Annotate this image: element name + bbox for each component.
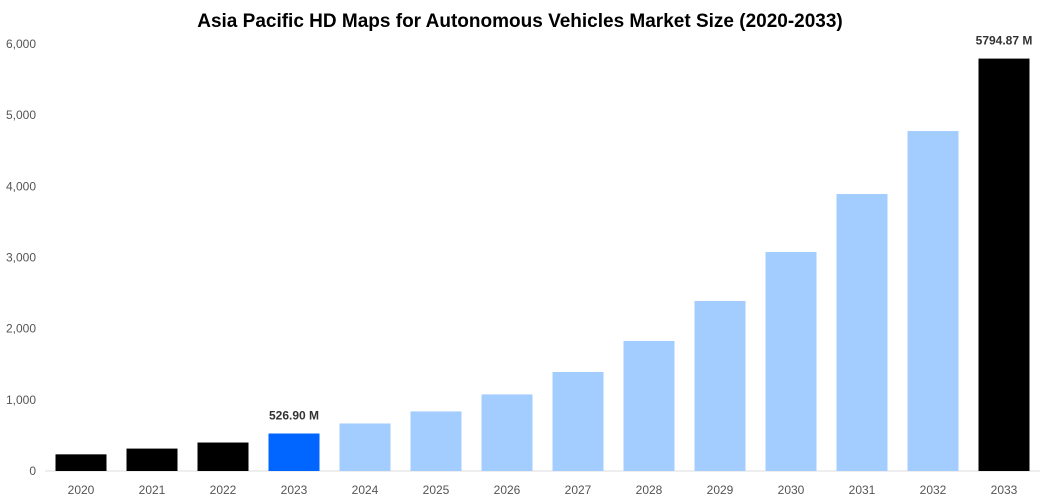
x-tick-label: 2022 bbox=[210, 483, 237, 497]
bar-2027 bbox=[552, 372, 604, 471]
bar-2032 bbox=[907, 131, 959, 471]
y-tick-label: 2,000 bbox=[6, 322, 36, 336]
x-tick-label: 2023 bbox=[281, 483, 308, 497]
bar-2024 bbox=[339, 423, 391, 471]
data-label: 526.90 M bbox=[269, 409, 319, 423]
y-tick-label: 3,000 bbox=[6, 251, 36, 265]
bar-2033 bbox=[978, 58, 1030, 471]
x-tick-label: 2032 bbox=[920, 483, 947, 497]
x-tick-label: 2029 bbox=[707, 483, 734, 497]
bar-2020 bbox=[55, 454, 107, 471]
bar-2029 bbox=[694, 300, 746, 471]
x-tick-label: 2020 bbox=[68, 483, 95, 497]
y-tick-label: 4,000 bbox=[6, 179, 36, 193]
x-tick-label: 2026 bbox=[494, 483, 521, 497]
y-tick-label: 0 bbox=[29, 464, 36, 478]
bar-2028 bbox=[623, 340, 675, 471]
bar-2023 bbox=[268, 433, 320, 471]
bar-2026 bbox=[481, 394, 533, 471]
x-tick-label: 2025 bbox=[423, 483, 450, 497]
x-tick-label: 2027 bbox=[565, 483, 592, 497]
y-tick-label: 6,000 bbox=[6, 37, 36, 51]
x-tick-label: 2031 bbox=[849, 483, 876, 497]
bar-2030 bbox=[765, 252, 817, 471]
data-label: 5794.87 M bbox=[976, 34, 1033, 48]
chart-title: Asia Pacific HD Maps for Autonomous Vehi… bbox=[197, 11, 843, 32]
y-tick-label: 5,000 bbox=[6, 108, 36, 122]
x-tick-label: 2021 bbox=[139, 483, 166, 497]
y-tick-label: 1,000 bbox=[6, 393, 36, 407]
x-tick-label: 2024 bbox=[352, 483, 379, 497]
bar-2022 bbox=[197, 442, 249, 471]
bar-2021 bbox=[126, 448, 178, 471]
x-tick-label: 2033 bbox=[991, 483, 1018, 497]
bar-2031 bbox=[836, 194, 888, 471]
x-tick-label: 2030 bbox=[778, 483, 805, 497]
bar-2025 bbox=[410, 411, 462, 471]
x-tick-label: 2028 bbox=[636, 483, 663, 497]
